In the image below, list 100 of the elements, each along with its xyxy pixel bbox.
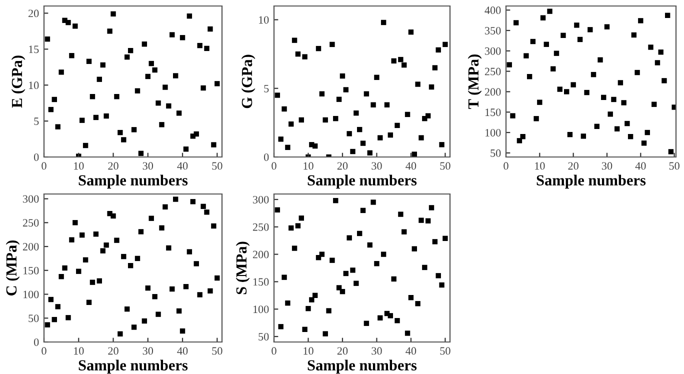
point [142,318,148,324]
point [172,73,178,78]
point [302,54,308,60]
point [402,229,407,234]
point [86,58,92,64]
point [574,22,580,28]
point [580,134,586,139]
x-tick-label: 0 [272,162,276,170]
x-tick-label: 20 [568,162,578,170]
point [534,116,539,122]
point [408,295,414,300]
point [425,113,431,118]
point [62,265,68,271]
point [72,220,78,226]
point [537,100,542,105]
y-tick-label: 0 [34,153,39,161]
point [82,142,88,148]
y-axis-title: E (GPa) [11,56,26,108]
point [367,242,372,248]
point [418,218,424,223]
point [388,313,394,318]
point [194,131,199,137]
y-tick-label: 250 [252,223,269,231]
point [510,113,516,118]
point [110,213,116,219]
point [190,199,196,204]
point [631,32,637,38]
point [598,57,603,62]
point [658,50,664,55]
point [412,152,417,157]
point [183,146,189,152]
point [412,246,417,252]
point [367,150,372,156]
point [148,216,154,221]
point [608,112,613,117]
y-tick-label: 400 [484,6,501,14]
point [197,42,202,48]
point [540,15,546,20]
point [404,330,410,336]
point [514,20,519,26]
point [200,204,206,210]
point [590,72,596,78]
point [131,127,137,132]
point [159,225,164,230]
point [560,32,566,38]
y-tick-label: 50 [258,332,269,340]
point [638,18,644,24]
point [166,245,172,251]
point [326,308,332,314]
point [570,82,576,88]
x-tick-label: 10 [304,347,314,355]
point [364,320,370,326]
y-tick-label: 15 [29,46,39,54]
point [93,232,99,237]
point [93,114,99,120]
point [319,91,325,96]
point [128,263,134,268]
point [432,65,438,70]
point [131,324,137,330]
x-axis-title: Sample numbers [308,174,417,189]
point [309,297,314,302]
point [183,284,189,290]
point [100,248,106,254]
y-tick-label: 50 [490,149,501,157]
point [298,216,304,221]
y-tick-label: 350 [485,26,501,34]
point [398,212,404,217]
point [330,42,335,48]
point [394,122,400,128]
point [388,132,394,138]
x-tick-label: 50 [212,162,222,170]
point [343,87,349,92]
point [162,84,168,90]
point [204,210,210,215]
point [442,42,448,48]
x-tick-label: 30 [142,347,154,355]
x-tick-label: 20 [337,162,348,170]
point [588,27,593,32]
y-axis-title: S (MPa) [236,242,250,294]
point [336,96,342,102]
point [170,32,175,38]
point [333,116,338,122]
point [96,76,102,82]
x-tick-label: 40 [406,162,416,170]
point [340,288,346,294]
point [66,315,71,320]
point [354,110,359,116]
point [110,11,116,17]
point [436,273,441,278]
point [170,286,175,292]
point [152,67,158,73]
point [162,204,168,210]
point [624,120,630,126]
point [58,274,64,280]
point [90,280,96,285]
point [506,62,512,68]
point [180,328,186,334]
point [48,106,54,112]
point [104,113,109,119]
y-tick-label: 250 [22,219,39,227]
